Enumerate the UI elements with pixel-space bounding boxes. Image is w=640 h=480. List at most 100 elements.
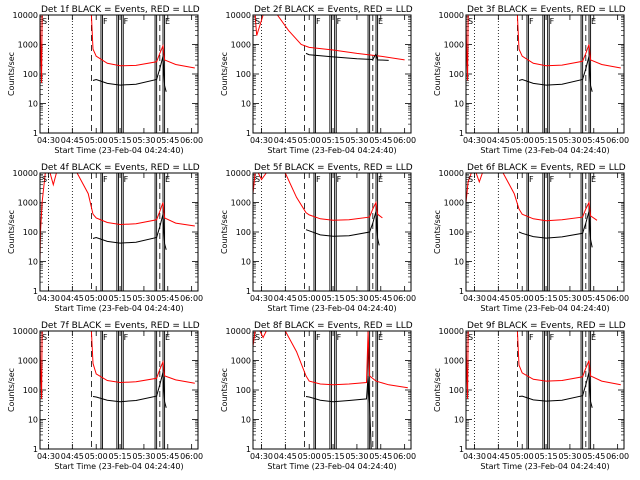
panel-title: Det 6f BLACK = Events, RED = LLD <box>467 163 626 173</box>
x-tick-label: 04:30 <box>250 136 273 145</box>
series-lld-line <box>253 331 408 389</box>
flag-label: S <box>42 175 47 184</box>
x-tick-label: 04:45 <box>487 294 510 303</box>
series-lld-line <box>466 173 598 222</box>
y-tick-label: 100 <box>23 70 38 79</box>
y-tick-label: 10000 <box>226 11 251 20</box>
x-axis-label: Start Time (23-Feb-04 04:24:40) <box>480 462 609 471</box>
y-tick-label: 10 <box>28 100 38 109</box>
y-tick-label: 1000 <box>18 41 38 50</box>
y-tick-label: 100 <box>236 228 251 237</box>
x-tick-label: 05:00 <box>511 294 534 303</box>
x-tick-label: 05:45 <box>156 294 179 303</box>
plot-frame <box>465 14 625 134</box>
plot-area <box>40 331 195 449</box>
x-tick-label: 05:00 <box>511 136 534 145</box>
series-events-line <box>518 372 593 408</box>
plot-frame <box>39 330 199 450</box>
y-tick-label: 100 <box>449 70 464 79</box>
y-tick-label: 10 <box>28 258 38 267</box>
panel-title: Det 5f BLACK = Events, RED = LLD <box>254 163 413 173</box>
y-tick-label: 1 <box>33 129 38 138</box>
panel-det-3: Det 3f BLACK = Events, RED = LLD 1 10 100 10… <box>433 5 629 155</box>
x-tick-label: 05:30 <box>132 294 155 303</box>
y-tick-label: 1000 <box>231 357 251 366</box>
y-tick-label: 100 <box>23 228 38 237</box>
y-tick-label: 1 <box>246 445 251 454</box>
flag-label: F <box>550 333 555 342</box>
panel-title: Det 9f BLACK = Events, RED = LLD <box>467 321 626 331</box>
flag-label: E <box>165 17 170 26</box>
y-tick-label: 10000 <box>439 169 464 178</box>
x-tick-label: 05:15 <box>535 136 558 145</box>
x-tick-label: 05:15 <box>322 136 345 145</box>
x-tick-label: 04:30 <box>37 136 60 145</box>
flag-label: F <box>124 175 129 184</box>
plot-frame <box>252 14 412 134</box>
x-tick-label: 06:00 <box>180 452 203 461</box>
x-tick-label: 06:00 <box>606 452 629 461</box>
series-lld-line <box>40 173 195 262</box>
y-tick-label: 10 <box>241 100 251 109</box>
x-tick-label: 04:45 <box>274 294 297 303</box>
series-lld-line <box>253 173 383 221</box>
x-axis-label: Start Time (23-Feb-04 04:24:40) <box>54 304 183 313</box>
y-tick-label: 10 <box>454 416 464 425</box>
x-tick-label: 06:00 <box>180 136 203 145</box>
flag-label: S <box>42 333 47 342</box>
y-axis-label: Counts/sec <box>433 52 442 96</box>
x-tick-label: 04:30 <box>463 294 486 303</box>
panel-title: Det 4f BLACK = Events, RED = LLD <box>41 163 200 173</box>
x-axis-label: Start Time (23-Feb-04 04:24:40) <box>267 146 396 155</box>
x-tick-label: 05:30 <box>132 452 155 461</box>
series-lld-line <box>466 15 621 81</box>
x-tick-label: 05:00 <box>298 294 321 303</box>
x-tick-label: 05:45 <box>582 136 605 145</box>
series-events-line <box>92 372 167 408</box>
series-lld-line <box>466 331 621 399</box>
plot-area <box>40 15 195 133</box>
flag-label: E <box>591 175 596 184</box>
x-axis-label: Start Time (23-Feb-04 04:24:40) <box>54 146 183 155</box>
x-tick-label: 05:30 <box>345 136 368 145</box>
plot-frame <box>39 172 199 292</box>
y-tick-label: 10 <box>241 416 251 425</box>
x-tick-label: 05:30 <box>558 294 581 303</box>
plot-area <box>466 331 621 449</box>
plot-area <box>466 15 621 133</box>
panel-det-1: Det 1f BLACK = Events, RED = LLD 1 10 100 10… <box>7 5 203 155</box>
x-tick-label: 05:30 <box>345 294 368 303</box>
y-tick-label: 10000 <box>226 327 251 336</box>
plot-area <box>253 15 405 133</box>
panel-title: Det 1f BLACK = Events, RED = LLD <box>41 5 200 15</box>
y-tick-label: 100 <box>449 386 464 395</box>
x-tick-label: 04:45 <box>274 136 297 145</box>
flag-label: E <box>378 333 383 342</box>
y-axis-label: Counts/sec <box>7 52 16 96</box>
x-tick-label: 06:00 <box>393 294 416 303</box>
flag-label: F <box>124 17 129 26</box>
panel-det-8: Det 8f BLACK = Events, RED = LLD 1 10 100 10… <box>220 321 416 471</box>
flag-label: E <box>378 175 383 184</box>
flag-label: S <box>255 175 260 184</box>
panel-title: Det 2f BLACK = Events, RED = LLD <box>254 5 413 15</box>
x-tick-label: 04:45 <box>61 294 84 303</box>
y-tick-label: 100 <box>449 228 464 237</box>
flag-label: F <box>124 333 129 342</box>
x-tick-label: 06:00 <box>393 136 416 145</box>
plot-frame <box>465 330 625 450</box>
x-tick-label: 04:45 <box>274 452 297 461</box>
y-tick-label: 100 <box>236 386 251 395</box>
series-events-line <box>518 211 593 248</box>
x-tick-label: 05:30 <box>558 136 581 145</box>
flag-label: E <box>591 333 596 342</box>
x-axis-label: Start Time (23-Feb-04 04:24:40) <box>54 462 183 471</box>
x-tick-label: 06:00 <box>180 294 203 303</box>
x-tick-label: 04:45 <box>487 136 510 145</box>
x-tick-label: 05:30 <box>345 452 368 461</box>
flag-label: F <box>529 333 534 342</box>
x-axis-label: Start Time (23-Feb-04 04:24:40) <box>267 304 396 313</box>
y-tick-label: 1000 <box>444 41 464 50</box>
y-tick-label: 1 <box>459 445 464 454</box>
